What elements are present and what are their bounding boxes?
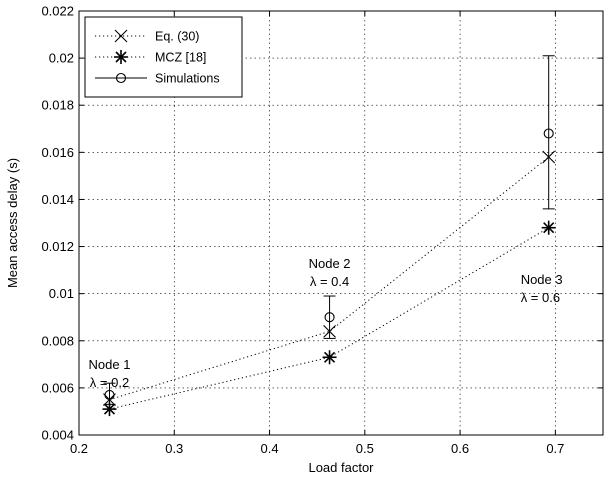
- y-tick-label: 0.01: [49, 286, 74, 301]
- y-tick-label: 0.022: [41, 4, 74, 19]
- plot-frame: [78, 10, 604, 436]
- x-tick-label: 0.4: [261, 441, 279, 456]
- x-tick-label: 0.3: [165, 441, 183, 456]
- data-point-asterisk: [322, 350, 337, 365]
- data-point-circle: [104, 389, 115, 401]
- annotation-node-3-lambda: λ = 0.6: [521, 290, 560, 305]
- annotation-node-1-lambda: λ = 0.2: [90, 375, 129, 390]
- y-tick-label: 0.008: [41, 333, 74, 348]
- legend-marker-asterisk: [114, 50, 128, 64]
- data-point-circle: [324, 312, 335, 323]
- asterisk-stroke: [324, 351, 336, 363]
- legend-samples: [95, 29, 147, 84]
- node-annotations: Node 1 λ = 0.2 Node 2 λ = 0.4 Node 3 λ =…: [89, 256, 563, 390]
- circle-marker-ring: [324, 312, 335, 323]
- y-tick-label: 0.004: [41, 428, 74, 443]
- y-tick-label: 0.012: [41, 239, 74, 254]
- y-tick-label: 0.014: [41, 192, 74, 207]
- y-tick-labels: 0.004 0.006 0.008 0.01 0.012 0.014 0.016 0.018 0…: [41, 4, 74, 443]
- annotation-node-3-title: Node 3: [521, 272, 563, 287]
- x-marker-stroke: [114, 29, 128, 43]
- annotation-node-2-lambda: λ = 0.4: [310, 274, 349, 289]
- x-marker-stroke: [323, 324, 336, 338]
- annotation-node-1-title: Node 1: [89, 357, 131, 372]
- asterisk-stroke: [115, 51, 127, 63]
- data-point-x: [323, 324, 336, 338]
- circle-marker-ring: [104, 389, 115, 401]
- annotation-node-2-title: Node 2: [309, 256, 351, 271]
- grid-lines: [79, 11, 603, 435]
- axis-ticks: [78, 10, 603, 436]
- asterisk-stroke: [543, 222, 555, 234]
- x-tick-labels: 0.2 0.3 0.4 0.5 0.6 0.7: [70, 441, 564, 456]
- data-point-asterisk: [541, 220, 556, 235]
- legend-label-eq30: Eq. (30): [155, 30, 199, 44]
- data-point-circle: [543, 128, 554, 139]
- legend-marker-circle: [115, 72, 127, 84]
- x-axis-label: Load factor: [308, 460, 374, 475]
- data-point-asterisk: [102, 402, 117, 417]
- x-tick-label: 0.2: [70, 441, 88, 456]
- data-markers: [102, 128, 556, 417]
- data-point-x: [542, 150, 556, 164]
- legend-marker-x: [114, 29, 128, 43]
- series-line-0: [109, 156, 550, 401]
- y-axis-label: Mean access delay (s): [5, 158, 20, 288]
- y-tick-label: 0.016: [41, 145, 74, 160]
- legend-label-simulations: Simulations: [155, 72, 220, 86]
- x-tick-label: 0.7: [546, 441, 564, 456]
- y-tick-label: 0.02: [49, 51, 74, 66]
- y-tick-label: 0.018: [41, 98, 74, 113]
- x-marker-stroke: [542, 150, 556, 164]
- x-tick-label: 0.5: [356, 441, 374, 456]
- circle-marker-ring: [543, 128, 554, 139]
- circle-marker-ring: [115, 72, 127, 84]
- x-tick-label: 0.6: [451, 441, 469, 456]
- series-lines: [109, 156, 550, 410]
- legend-label-mcz: MCZ [18]: [155, 51, 206, 65]
- legend: Eq. (30) MCZ [18] Simulations: [84, 16, 243, 98]
- asterisk-stroke: [103, 403, 116, 415]
- y-tick-label: 0.006: [41, 380, 74, 395]
